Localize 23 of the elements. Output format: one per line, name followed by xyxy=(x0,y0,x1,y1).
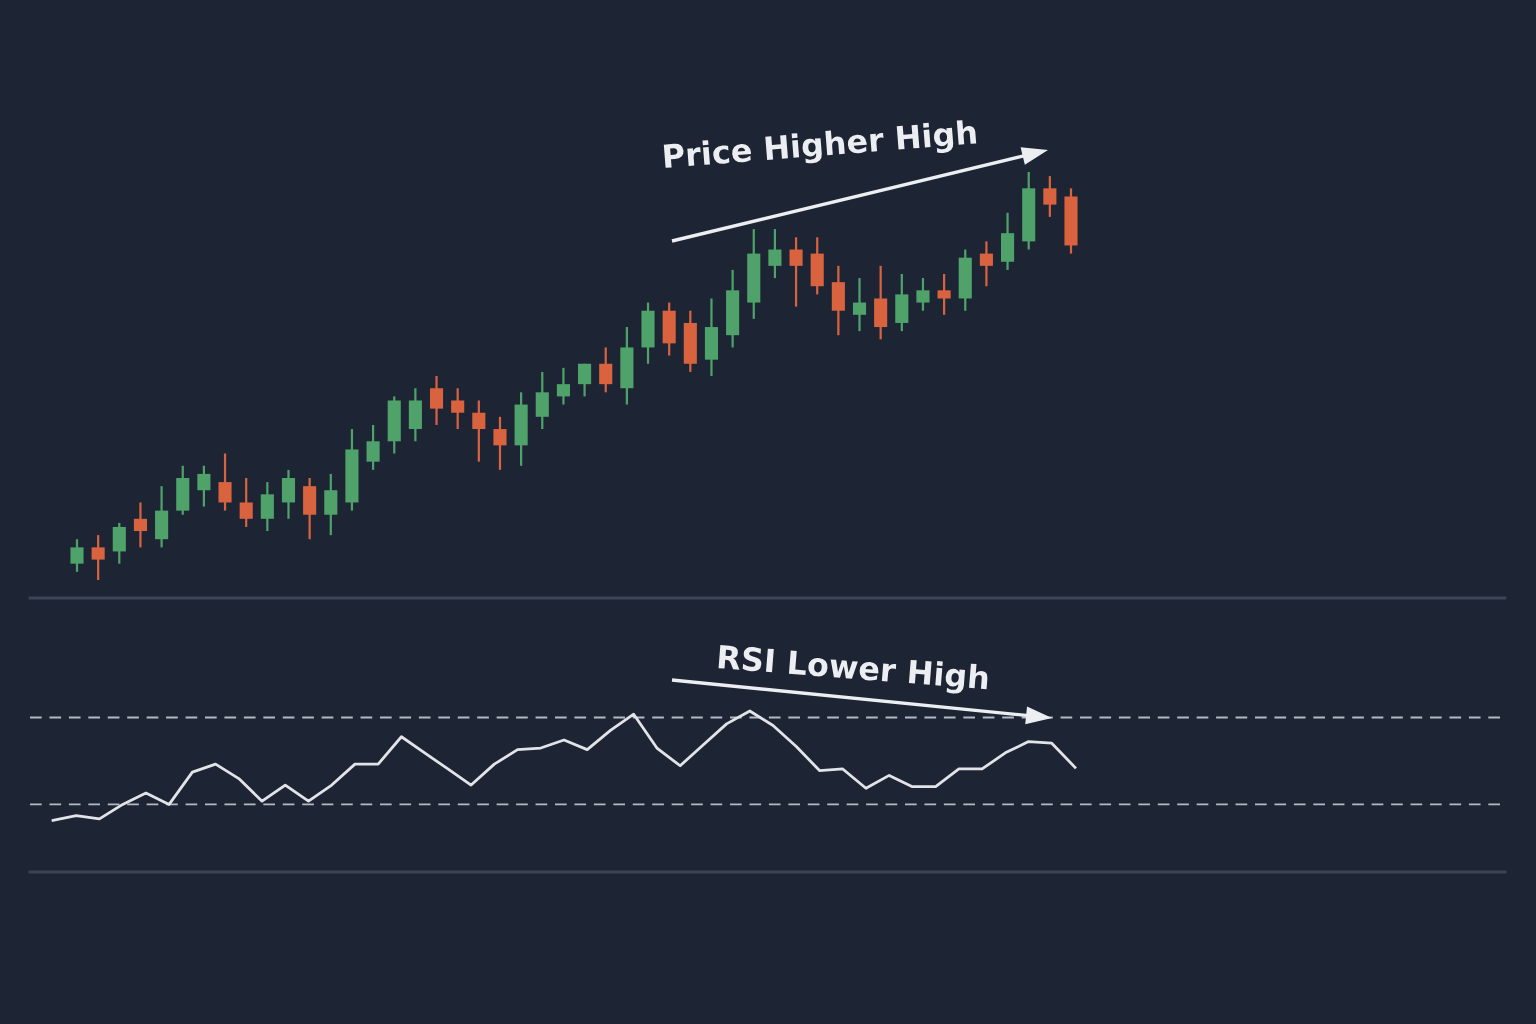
candlestick xyxy=(218,452,232,512)
candlestick xyxy=(239,476,253,529)
candlestick xyxy=(768,228,782,280)
candlestick xyxy=(599,346,613,394)
candlestick xyxy=(789,236,803,308)
candlestick xyxy=(916,276,930,312)
candlestick xyxy=(70,538,84,573)
candlestick xyxy=(197,464,211,508)
candlestick xyxy=(493,415,507,471)
text: RSI Lower High xyxy=(718,643,989,697)
candlestick xyxy=(578,362,592,398)
candlestick xyxy=(1043,174,1057,218)
candlestick xyxy=(472,399,486,463)
candlestick xyxy=(91,534,105,582)
candlestick xyxy=(852,276,867,333)
candlestick xyxy=(937,272,951,316)
candlestick xyxy=(133,501,147,549)
text: Price Higher High xyxy=(663,119,977,175)
candlestick xyxy=(366,423,380,471)
candlestick xyxy=(429,374,444,427)
candlestick xyxy=(451,387,465,431)
candlestick xyxy=(556,366,570,406)
candlestick xyxy=(979,240,993,288)
